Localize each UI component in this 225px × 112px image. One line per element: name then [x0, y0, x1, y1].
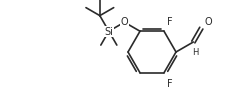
- Text: O: O: [204, 17, 212, 27]
- Text: H: H: [192, 48, 198, 56]
- Text: Si: Si: [104, 27, 113, 37]
- Text: F: F: [167, 17, 173, 27]
- Text: O: O: [121, 17, 128, 27]
- Text: F: F: [167, 78, 173, 88]
